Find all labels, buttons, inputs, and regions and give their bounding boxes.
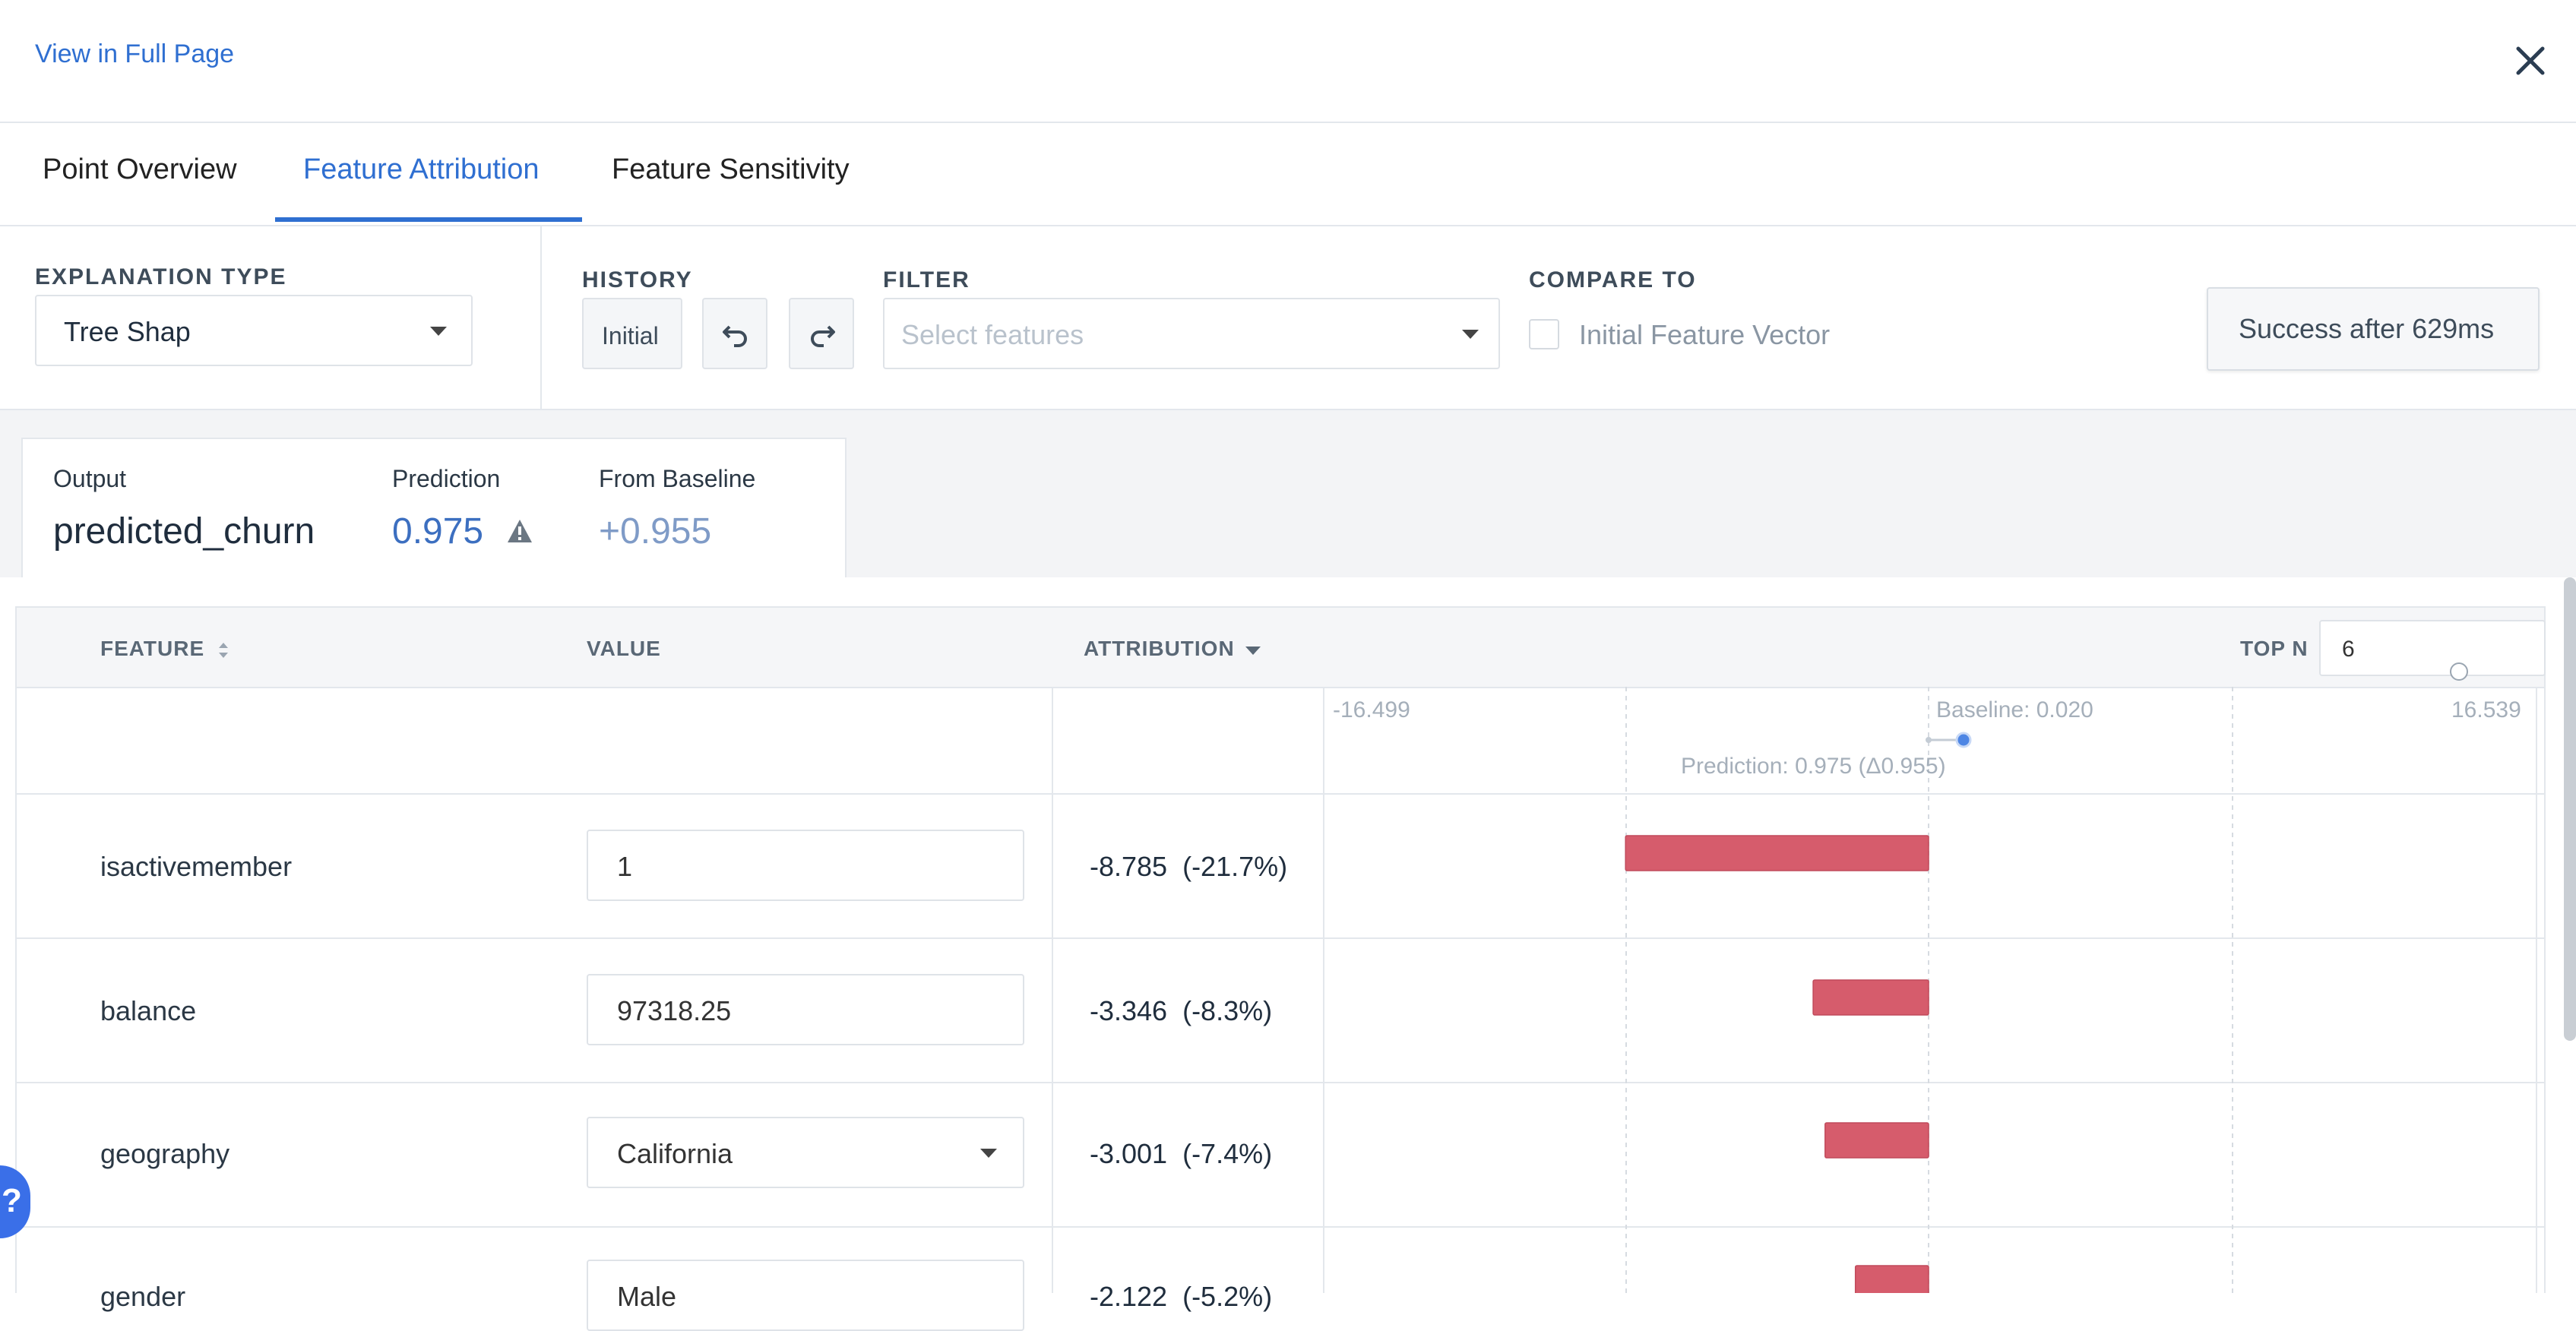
attribution-value: -3.001 (-7.4%) bbox=[1090, 1138, 1273, 1169]
close-icon[interactable] bbox=[2508, 38, 2553, 84]
explanation-type-label: EXPLANATION TYPE bbox=[35, 264, 287, 289]
feature-name: balance bbox=[100, 995, 197, 1026]
from-baseline-value: +0.955 bbox=[599, 511, 712, 552]
attribution-value: -2.122 (-5.2%) bbox=[1090, 1281, 1273, 1312]
redo-icon bbox=[811, 325, 835, 347]
undo-button[interactable] bbox=[702, 298, 767, 369]
row-divider bbox=[17, 1082, 2544, 1083]
prediction-value: 0.975 bbox=[392, 511, 484, 552]
feature-value-select[interactable]: California bbox=[587, 1117, 1024, 1188]
tab-feature-sensitivity[interactable]: Feature Sensitivity bbox=[612, 153, 850, 185]
scrollbar[interactable] bbox=[2564, 577, 2576, 1041]
top-n-label: TOP N bbox=[2240, 637, 2309, 660]
output-value: predicted_churn bbox=[53, 511, 315, 552]
redo-button[interactable] bbox=[789, 298, 854, 369]
table-header: FEATURE VALUE ATTRIBUTION TOP N bbox=[17, 608, 2544, 688]
prediction-marker bbox=[1955, 732, 1972, 748]
summary-card: Output predicted_churn Prediction 0.975 … bbox=[21, 438, 847, 577]
top-n-slider-handle[interactable] bbox=[2448, 661, 2470, 682]
prediction-label: Prediction bbox=[392, 465, 501, 492]
row-divider bbox=[17, 1226, 2544, 1228]
chevron-down-icon bbox=[430, 327, 447, 336]
feature-value: Male bbox=[617, 1281, 677, 1312]
attribution-bar-balance bbox=[1812, 979, 1929, 1016]
feature-value-input[interactable]: 1 bbox=[587, 830, 1024, 901]
feature-name: geography bbox=[100, 1138, 230, 1169]
attribution-bar-gender bbox=[1854, 1265, 1929, 1293]
tab-feature-attribution[interactable]: Feature Attribution bbox=[303, 153, 540, 185]
from-baseline-label: From Baseline bbox=[599, 465, 756, 492]
history-initial-label: Initial bbox=[602, 322, 659, 349]
feature-value-select[interactable]: Male bbox=[587, 1260, 1024, 1331]
row-divider bbox=[17, 937, 2544, 939]
prediction-marker-label: Prediction: 0.975 (Δ0.955) bbox=[1681, 754, 1946, 779]
sort-desc-icon bbox=[1245, 646, 1261, 655]
output-label: Output bbox=[53, 465, 127, 492]
value-column-header: VALUE bbox=[587, 637, 661, 660]
chevron-down-icon bbox=[980, 1149, 997, 1158]
attribution-bar-geography bbox=[1824, 1122, 1929, 1159]
feature-name: gender bbox=[100, 1281, 186, 1312]
attribution-value: -3.346 (-8.3%) bbox=[1090, 995, 1273, 1026]
feature-value: 97318.25 bbox=[617, 995, 732, 1026]
attribution-chart: -16.499 16.539 Baseline: 0.020 Predictio… bbox=[1323, 687, 2537, 1293]
filter-placeholder: Select features bbox=[901, 319, 1084, 350]
history-initial-button[interactable]: Initial bbox=[582, 298, 682, 369]
axis-max-label: 16.539 bbox=[2451, 697, 2521, 722]
attribution-column-header[interactable]: ATTRIBUTION bbox=[1084, 637, 1262, 661]
feature-name: isactivemember bbox=[100, 851, 293, 882]
top-n-input[interactable]: 6 bbox=[2319, 620, 2546, 676]
active-tab-indicator bbox=[275, 217, 582, 222]
row-divider bbox=[17, 793, 2544, 795]
status-text: Success after 629ms bbox=[2239, 313, 2495, 344]
attribution-value: -8.785 (-21.7%) bbox=[1090, 851, 1288, 882]
top-n-value: 6 bbox=[2342, 637, 2355, 662]
compare-checkbox[interactable] bbox=[1529, 319, 1559, 349]
view-full-page-link[interactable]: View in Full Page bbox=[35, 40, 235, 68]
filter-label: FILTER bbox=[883, 267, 970, 292]
controls-panel: EXPLANATION TYPE Tree Shap HISTORY Initi… bbox=[0, 226, 2576, 410]
compare-to-label: COMPARE TO bbox=[1529, 267, 1697, 292]
feature-value-input[interactable]: 97318.25 bbox=[587, 974, 1024, 1045]
help-icon: ? bbox=[2, 1182, 22, 1219]
axis-min-label: -16.499 bbox=[1333, 697, 1410, 722]
baseline-marker bbox=[1926, 737, 1932, 743]
sort-icon bbox=[218, 642, 228, 658]
tab-bar: Point Overview Feature Attribution Featu… bbox=[0, 123, 2576, 226]
feature-column-header[interactable]: FEATURE bbox=[100, 637, 231, 661]
feature-value: 1 bbox=[617, 851, 633, 882]
status-badge: Success after 629ms bbox=[2207, 287, 2540, 371]
attribution-table bbox=[15, 606, 2546, 1293]
controls-divider bbox=[540, 226, 542, 409]
attribution-bar-isactivemember bbox=[1625, 835, 1929, 871]
history-label: HISTORY bbox=[582, 267, 693, 292]
tab-point-overview[interactable]: Point Overview bbox=[43, 153, 237, 185]
explanation-type-select[interactable]: Tree Shap bbox=[35, 295, 473, 366]
undo-icon bbox=[723, 325, 747, 347]
explanation-type-value: Tree Shap bbox=[64, 316, 191, 347]
top-bar: View in Full Page bbox=[0, 0, 2576, 123]
filter-select[interactable]: Select features bbox=[883, 298, 1500, 369]
column-divider bbox=[1052, 687, 1053, 1293]
feature-value: California bbox=[617, 1138, 733, 1169]
compare-option-label[interactable]: Initial Feature Vector bbox=[1579, 319, 1831, 350]
chevron-down-icon bbox=[1462, 330, 1479, 339]
warning-icon bbox=[508, 520, 532, 542]
baseline-label: Baseline: 0.020 bbox=[1936, 697, 2093, 722]
